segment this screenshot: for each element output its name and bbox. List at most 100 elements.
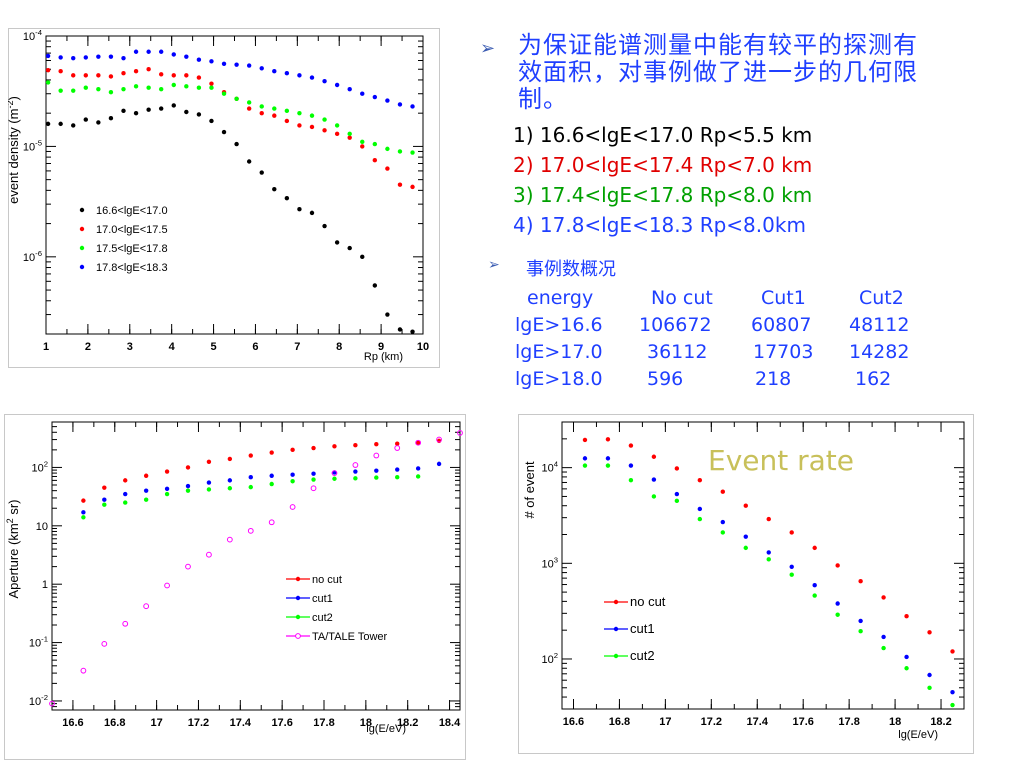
data-point [651,454,657,459]
data-point [272,113,277,118]
x-tick-label: 16.8 [609,716,630,728]
data-point [143,488,149,493]
data-point [373,452,380,459]
data-point [185,465,191,470]
data-point [284,118,290,124]
table-header-row: energy No cut Cut1 Cut2 [515,284,939,311]
data-point [311,477,316,482]
data-point [309,124,315,130]
data-point [146,85,151,90]
data-point [950,649,955,654]
x-tick-label: 18 [889,716,901,728]
data-point [605,437,611,442]
data-point [96,86,101,92]
data-point [272,186,277,192]
data-point [184,73,189,78]
x-tick-label: 18.4 [439,717,461,729]
legend-label: TA/TALE Tower [312,631,388,643]
data-point [102,502,107,507]
x-tick-label: 2 [85,341,91,353]
data-point [720,489,725,494]
data-point [309,113,315,118]
data-point [674,466,680,471]
x-tick-label: 18.2 [930,716,951,728]
data-point [71,88,76,93]
x-tick-label: 1 [43,341,49,353]
legend-label: 17.0<lgE<17.5 [96,224,168,236]
data-point [164,486,170,492]
data-point [133,110,139,116]
data-point [83,85,88,90]
legend-marker [613,653,619,659]
data-point [395,475,400,480]
data-point [284,195,290,201]
data-point [436,461,442,467]
y-tick-label: 10-5 [23,138,42,153]
data-point [397,149,403,154]
data-point [184,84,189,89]
data-point [582,456,588,461]
legend-label: cut2 [630,648,655,663]
x-axis-label: lg(E/eV) [898,729,938,741]
pad-frame [8,28,440,368]
data-point [158,86,164,92]
data-point [310,485,317,492]
data-point [133,49,139,54]
data-point [81,498,86,503]
data-point [226,536,233,543]
legend-marker [79,207,85,213]
data-point [347,86,352,92]
table-cell: lgE>17.0 [515,340,603,363]
table-row: lgE>17.0 36112 17703 14282 [515,338,939,365]
data-point [227,456,233,462]
data-point [582,437,588,443]
data-point [789,564,794,569]
data-point [290,479,295,484]
x-tick-label: 9 [378,341,384,353]
data-point [71,55,76,61]
data-point [881,595,886,600]
data-point [209,85,214,90]
legend-label: cut1 [312,593,333,605]
data-point [332,444,337,449]
table-cell: 162 [855,367,892,390]
legend-label: 17.5<lgE<17.8 [96,243,168,255]
data-point [196,112,202,117]
x-tick-label: 16.6 [563,716,584,728]
data-point [259,66,264,71]
x-tick-label: 6 [252,341,258,353]
data-point [927,685,932,690]
data-point [158,49,164,54]
x-axis-label: Rp (km) [364,351,403,363]
data-point [259,170,264,175]
data-point [246,63,252,68]
legend-marker [295,576,301,582]
data-point [185,483,191,489]
y-tick-label: 102 [31,459,48,474]
y-tick-label: 103 [541,555,558,570]
y-tick-label: 10-2 [29,693,48,708]
table-cell: 48112 [849,313,910,336]
data-point [164,582,170,589]
data-point [221,91,227,96]
data-point [436,436,442,443]
data-point [812,583,817,588]
data-point [904,666,909,671]
data-point [58,88,63,93]
data-point [372,283,378,288]
plot-frame [561,421,965,710]
data-point [858,618,863,624]
data-point [415,440,421,445]
data-point [385,166,390,171]
data-point [49,700,55,707]
legend-label: cut2 [312,612,333,624]
data-point [322,223,327,229]
data-point [171,52,176,57]
data-point [322,78,327,84]
data-point [290,447,295,453]
data-point [133,84,139,89]
data-point [206,487,212,492]
pad-frame [4,414,466,760]
legend-marker [79,226,85,232]
y-axis-label: event density (m-2) [8,96,21,204]
